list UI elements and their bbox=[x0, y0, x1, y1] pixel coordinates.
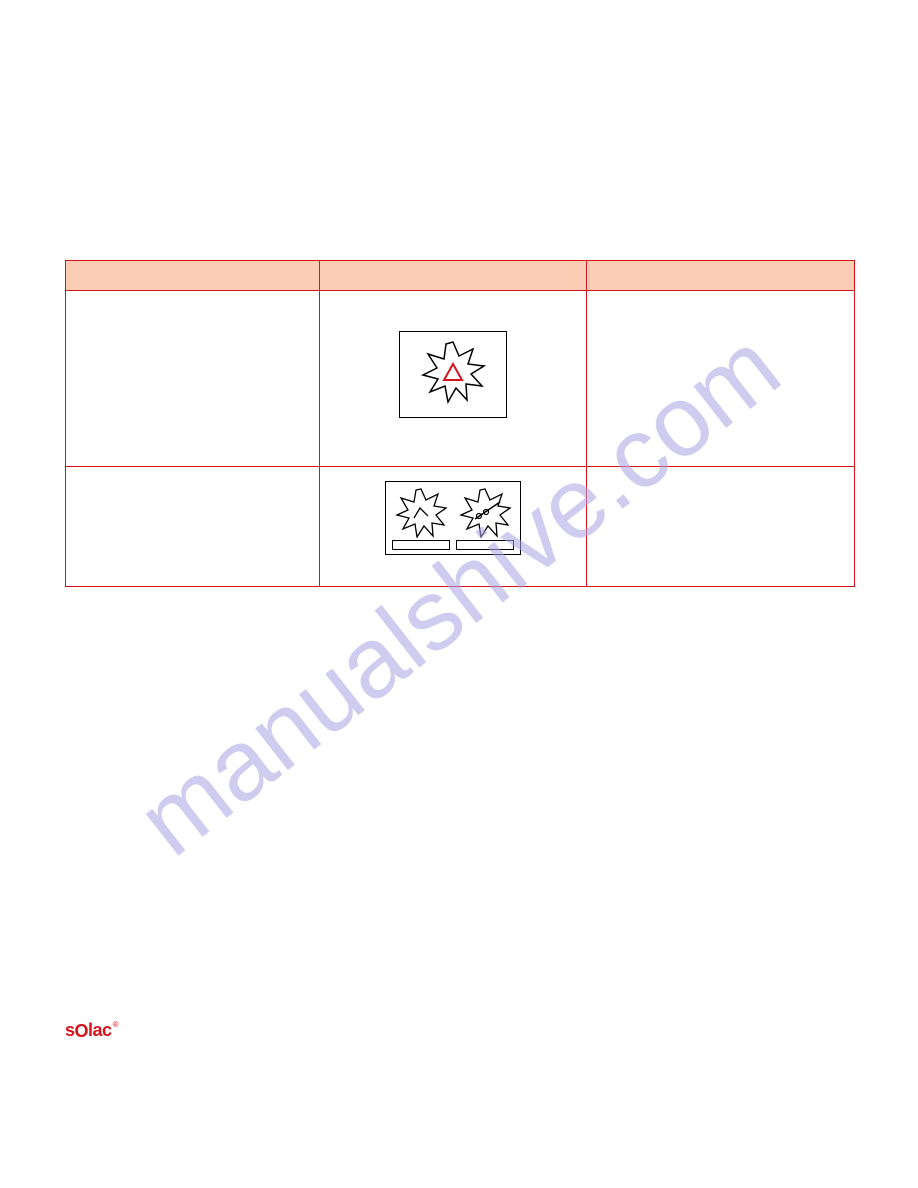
table-header-1 bbox=[66, 261, 320, 291]
cell-text bbox=[66, 291, 320, 467]
label-bar bbox=[456, 540, 514, 550]
burst-right-icon bbox=[456, 486, 514, 550]
label-bar bbox=[392, 540, 450, 550]
double-burst-icon bbox=[385, 481, 521, 555]
table-header-row bbox=[66, 261, 855, 291]
table-row bbox=[66, 467, 855, 587]
table-header-3 bbox=[586, 261, 854, 291]
brand-logo: sOlac® bbox=[65, 1020, 118, 1041]
page-content bbox=[65, 60, 855, 587]
burst-left-icon bbox=[392, 486, 450, 550]
cell-text bbox=[586, 467, 854, 587]
burst-triangle-icon bbox=[399, 331, 507, 418]
table-row bbox=[66, 291, 855, 467]
table-header-2 bbox=[320, 261, 586, 291]
cell-text bbox=[66, 467, 320, 587]
cell-text bbox=[586, 291, 854, 467]
cell-icon bbox=[320, 467, 586, 587]
cell-icon bbox=[320, 291, 586, 467]
instruction-table bbox=[65, 260, 855, 587]
